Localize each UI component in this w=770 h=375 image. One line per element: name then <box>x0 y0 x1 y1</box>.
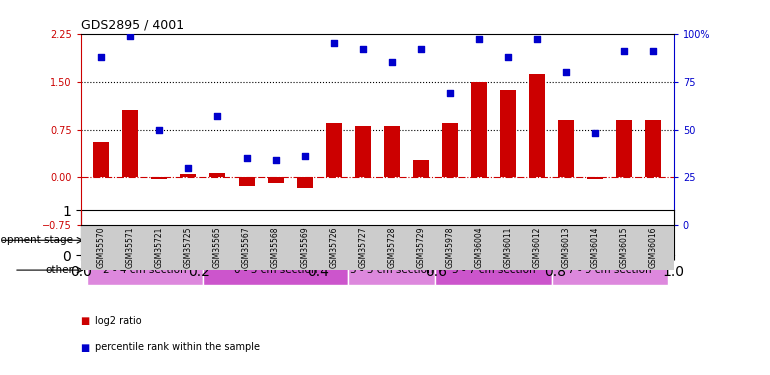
Text: GDS2895 / 4001: GDS2895 / 4001 <box>81 18 184 31</box>
Bar <box>203 255 348 285</box>
Bar <box>442 123 458 177</box>
Point <box>124 33 136 39</box>
Point <box>531 36 544 42</box>
Bar <box>239 177 255 186</box>
Bar <box>551 255 668 285</box>
Point <box>95 54 107 60</box>
Bar <box>122 110 139 177</box>
Point <box>648 48 660 54</box>
Point <box>618 48 631 54</box>
Text: log2 ratio: log2 ratio <box>95 316 142 326</box>
Point <box>357 46 369 52</box>
Bar <box>645 120 661 177</box>
Point <box>589 130 601 136</box>
Bar <box>87 225 203 255</box>
Point <box>415 46 427 52</box>
Point <box>502 54 514 60</box>
Bar <box>500 90 516 177</box>
Bar <box>268 177 283 183</box>
Point <box>182 165 195 171</box>
Bar <box>435 255 551 285</box>
Bar <box>93 142 109 177</box>
Text: 7 - 9 cm section: 7 - 9 cm section <box>568 265 651 275</box>
Bar <box>616 120 632 177</box>
Text: 3 - 5 cm section: 3 - 5 cm section <box>350 265 434 275</box>
Point <box>270 157 282 163</box>
Text: percentile rank within the sample: percentile rank within the sample <box>95 342 259 352</box>
Bar <box>588 177 603 179</box>
Point <box>211 113 223 119</box>
Text: development stage: development stage <box>0 235 73 245</box>
Bar <box>296 177 313 188</box>
Bar <box>87 255 203 285</box>
Text: 5 cm stem: 5 cm stem <box>117 235 172 245</box>
Bar <box>348 255 435 285</box>
Bar <box>326 123 342 177</box>
Bar <box>558 120 574 177</box>
Point <box>560 69 572 75</box>
Text: other: other <box>45 265 73 275</box>
Text: 5 - 7 cm section: 5 - 7 cm section <box>452 265 535 275</box>
Bar <box>152 177 167 179</box>
Bar <box>529 74 545 177</box>
Bar <box>383 126 400 177</box>
Text: ■: ■ <box>81 342 93 352</box>
Point <box>240 155 253 161</box>
Bar <box>413 160 429 177</box>
Point <box>444 90 456 96</box>
Bar <box>471 82 487 177</box>
Text: 2 - 4 cm section: 2 - 4 cm section <box>103 265 186 275</box>
Text: 0 - 3 cm section: 0 - 3 cm section <box>234 265 317 275</box>
Point <box>299 153 311 159</box>
Point <box>386 60 398 66</box>
Bar <box>355 126 371 177</box>
Point <box>153 127 166 133</box>
Text: 10 cm stem: 10 cm stem <box>404 235 467 245</box>
Point <box>327 40 340 46</box>
Bar <box>209 173 226 177</box>
Bar <box>180 174 196 177</box>
Text: ■: ■ <box>81 316 93 326</box>
Bar <box>203 225 668 255</box>
Point <box>473 36 485 42</box>
